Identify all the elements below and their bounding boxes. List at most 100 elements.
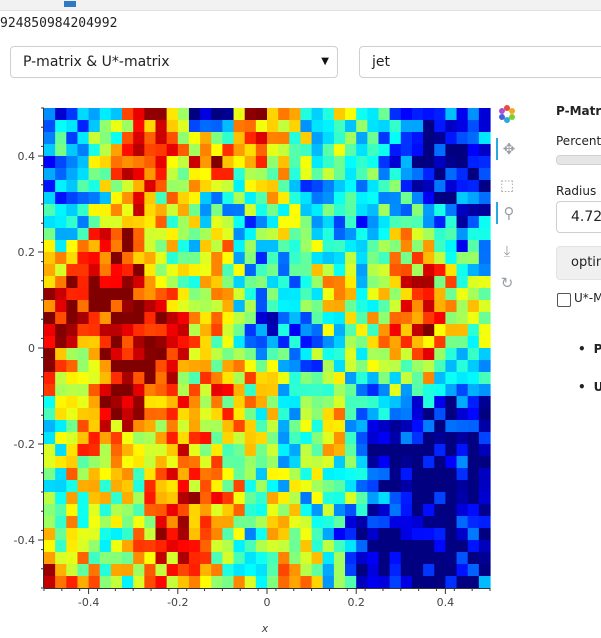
heatmap-cell	[423, 204, 435, 217]
heatmap-cell	[411, 480, 424, 493]
tab-indicator	[64, 1, 76, 7]
heatmap-cell	[166, 108, 179, 121]
heatmap-cell	[233, 408, 246, 421]
matrix-select-value: P-matrix & U*-matrix	[23, 54, 170, 70]
heatmap-cell	[55, 288, 67, 301]
heatmap-cell	[99, 240, 112, 253]
heatmap-cell	[411, 384, 424, 397]
heatmap-cell	[110, 156, 123, 169]
heatmap-cell	[44, 360, 56, 373]
heatmap-cell	[333, 144, 346, 157]
heatmap-cell	[289, 348, 302, 361]
heatmap-cell	[311, 384, 324, 397]
heatmap-cell	[110, 240, 123, 253]
heatmap-cell	[211, 228, 223, 241]
heatmap-cell	[77, 528, 90, 541]
heatmap-cell	[289, 288, 302, 301]
heatmap-cell	[77, 180, 90, 193]
heatmap-cell	[478, 420, 491, 433]
heatmap-cell	[222, 552, 235, 565]
heatmap-cell	[77, 264, 90, 277]
box-zoom-icon[interactable]: ⬚	[499, 176, 515, 194]
heatmap-cell	[367, 228, 380, 241]
heatmap-cell	[367, 552, 380, 565]
reset-icon[interactable]: ↻	[500, 274, 514, 292]
heatmap-cell	[311, 156, 324, 169]
heatmap-cell	[345, 312, 357, 325]
u-matrix-checkbox[interactable]	[557, 293, 571, 307]
bokeh-logo-icon[interactable]	[496, 104, 518, 126]
heatmap-cell	[155, 432, 168, 445]
heatmap-cell	[345, 324, 357, 337]
heatmap-cell	[255, 576, 268, 589]
heatmap-cell	[133, 336, 145, 349]
radius-input[interactable]: 4.72	[556, 201, 601, 233]
heatmap-cell	[99, 132, 112, 145]
heatmap-cell	[400, 432, 413, 445]
heatmap-cell	[66, 564, 79, 577]
percent-slider[interactable]	[556, 155, 601, 165]
heatmap-cell	[367, 324, 380, 337]
heatmap-cell	[110, 456, 123, 469]
heatmap-cell	[411, 348, 424, 361]
heatmap-cell	[222, 204, 235, 217]
colormap-select[interactable]: jet	[359, 46, 601, 78]
heatmap-cell	[177, 204, 190, 217]
heatmap-cell	[200, 384, 212, 397]
heatmap-cell	[55, 132, 67, 145]
heatmap-cell	[244, 360, 257, 373]
heatmap-cell	[55, 300, 67, 313]
y-tick-label: 0.4	[18, 150, 36, 163]
heatmap-cell	[188, 480, 201, 493]
heatmap-cell	[77, 576, 90, 589]
heatmap-cell	[456, 528, 469, 541]
heatmap-cell	[456, 156, 469, 169]
heatmap-cell	[155, 396, 168, 409]
heatmap-cell	[311, 504, 324, 517]
matrix-select[interactable]: P-matrix & U*-matrix ▼	[10, 46, 338, 78]
heatmap-cell	[278, 408, 290, 421]
heatmap-cell	[322, 156, 335, 169]
heatmap-cell	[200, 216, 212, 229]
heatmap-cell	[177, 348, 190, 361]
heatmap-cell	[44, 576, 56, 589]
heatmap-cell	[300, 360, 313, 373]
heatmap-cell	[478, 336, 491, 349]
colormap-select-value: jet	[372, 54, 390, 70]
heatmap-cell	[222, 240, 235, 253]
heatmap-cell	[188, 168, 201, 181]
pan-icon[interactable]: ✥	[496, 138, 520, 160]
heatmap-cell	[267, 540, 279, 553]
heatmap-cell	[177, 432, 190, 445]
heatmap-cell	[456, 468, 469, 481]
heatmap-cell	[267, 288, 279, 301]
wheel-zoom-icon[interactable]: ⚲	[496, 202, 520, 224]
heatmap-cell	[367, 288, 380, 301]
heatmap-cell	[88, 156, 101, 169]
heatmap-cell	[88, 204, 101, 217]
heatmap-cell	[411, 432, 424, 445]
heatmap-cell	[88, 492, 101, 505]
heatmap-cell	[188, 372, 201, 385]
heatmap-cell	[400, 516, 413, 529]
heatmap-cell	[233, 396, 246, 409]
heatmap-plot[interactable]: -0.4 -0.2 0 0.2 0.40.40.20-0.2-0.4x	[0, 96, 492, 638]
heatmap-cell	[166, 372, 179, 385]
heatmap-cell	[423, 372, 435, 385]
heatmap-cell	[456, 144, 469, 157]
heatmap-cell	[434, 240, 446, 253]
heatmap-cell	[278, 420, 290, 433]
heatmap-cell	[155, 408, 168, 421]
heatmap-cell	[88, 456, 101, 469]
heatmap-cell	[211, 576, 223, 589]
heatmap-cell	[267, 108, 279, 121]
heatmap-cell	[88, 264, 101, 277]
heatmap-cell	[345, 516, 357, 529]
optimize-button[interactable]: optim	[556, 246, 601, 280]
heatmap-cell	[211, 504, 223, 517]
heatmap-cell	[311, 336, 324, 349]
heatmap-cell	[200, 228, 212, 241]
heatmap-cell	[44, 216, 56, 229]
heatmap-cell	[110, 264, 123, 277]
save-icon[interactable]: ⤓	[503, 242, 511, 260]
